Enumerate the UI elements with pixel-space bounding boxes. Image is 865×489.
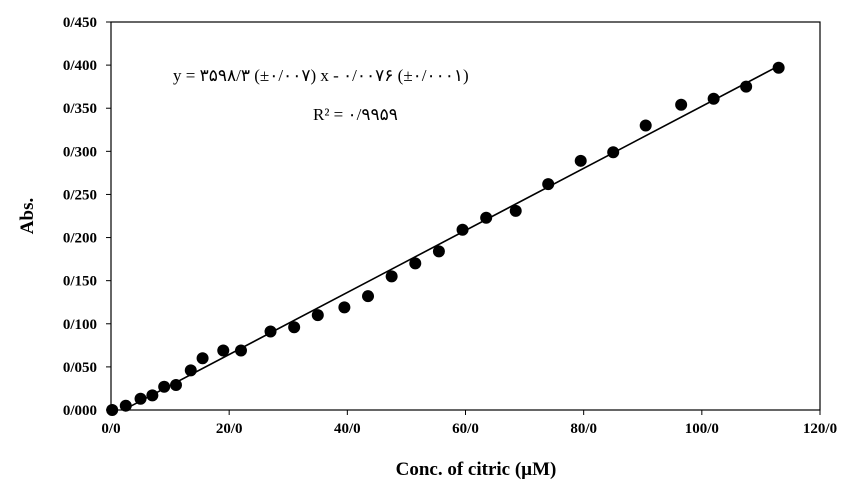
trendline: [123, 65, 780, 411]
data-point: [607, 146, 620, 159]
data-point: [106, 404, 119, 416]
y-tick-label: 0/100: [63, 317, 97, 333]
data-point: [385, 270, 398, 283]
data-point: [707, 92, 720, 105]
data-point: [196, 352, 209, 365]
data-point: [480, 211, 493, 224]
y-tick-label: 0/000: [63, 403, 97, 419]
y-tick-label: 0/200: [63, 231, 97, 247]
data-point: [432, 245, 445, 258]
data-point: [362, 290, 375, 303]
x-tick-label: 0/0: [101, 421, 120, 437]
data-points: [106, 61, 785, 416]
data-point: [574, 154, 587, 167]
y-tick-label: 0/050: [63, 360, 97, 376]
x-tick-label: 100/0: [685, 421, 719, 437]
x-tick-label: 20/0: [216, 421, 243, 437]
equation-annotation: y = ۳۵۹۸/۳ (±۰/۰۰۷) x - ۰/۰۰۷۶ (±۰/۰۰۰۱): [173, 66, 469, 85]
data-point: [184, 364, 197, 377]
data-point: [169, 378, 182, 391]
y-tick-label: 0/250: [63, 187, 97, 203]
y-tick-label: 0/400: [63, 58, 97, 74]
ticks: 0/0 20/0 40/0 60/0 80/0 100/0 120/0 0/000 0/050 0…: [63, 15, 837, 437]
y-axis-title: Abs.: [17, 198, 38, 234]
data-point: [217, 344, 230, 357]
x-tick-label: 80/0: [570, 421, 597, 437]
x-axis-title: Conc. of citric (µM): [396, 459, 557, 480]
data-point: [409, 257, 422, 270]
trendline-layer: [123, 65, 780, 411]
r-squared-annotation: R² = ۰/۹۹۵۹: [313, 105, 398, 124]
data-point: [158, 380, 171, 393]
data-point: [311, 309, 324, 322]
data-point: [509, 204, 522, 217]
x-tick-label: 40/0: [334, 421, 361, 437]
data-point: [146, 389, 159, 402]
data-point: [234, 344, 247, 357]
data-point: [134, 392, 147, 405]
data-point: [740, 80, 753, 93]
y-tick-label: 0/300: [63, 144, 97, 160]
y-tick-label: 0/150: [63, 274, 97, 290]
data-point: [542, 178, 555, 191]
data-point: [639, 119, 652, 132]
data-point: [119, 399, 132, 412]
data-point: [675, 98, 688, 111]
x-tick-label: 120/0: [803, 421, 837, 437]
data-point: [772, 61, 785, 74]
y-tick-label: 0/450: [63, 15, 97, 31]
data-point: [264, 325, 277, 338]
data-point: [288, 321, 301, 334]
data-point: [456, 223, 469, 236]
y-tick-label: 0/350: [63, 101, 97, 117]
data-point: [338, 301, 351, 314]
x-tick-label: 60/0: [452, 421, 479, 437]
